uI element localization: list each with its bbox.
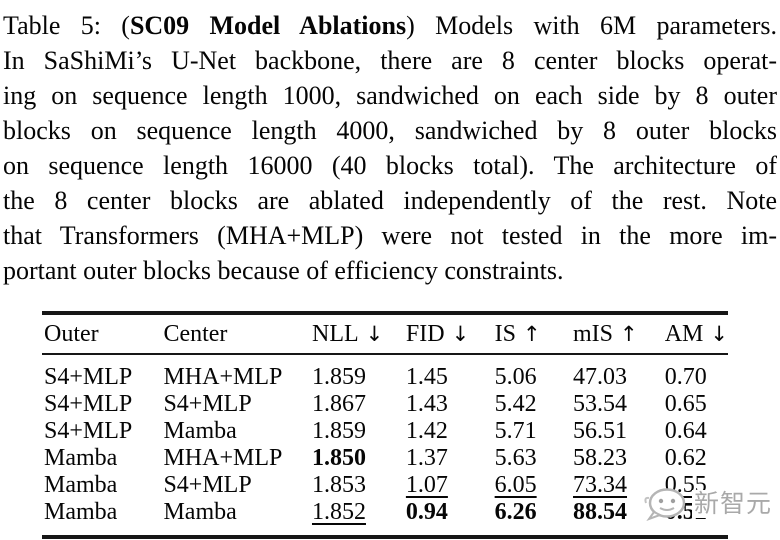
table-cell: 0.70 <box>664 364 707 390</box>
arrow-down-icon: ↓ <box>451 321 470 346</box>
table-cell: 56.51 <box>573 418 628 444</box>
caption-text: ) Models with 6M parameters. <box>406 11 777 40</box>
table-frame: Outer Center NLL ↓ FID ↓ IS ↑ mIS ↑ AM ↓ S4+M… <box>42 311 728 539</box>
col-header-fid: FID ↓ <box>403 315 493 355</box>
table-cell: S4+MLP <box>163 472 252 498</box>
caption-line: that Transformers (MHA+MLP) were not tes… <box>3 218 777 253</box>
table-row: Mamba Mamba 1.852 0.94 6.26 88.54 0.52 <box>42 499 728 535</box>
table-cell: 1.859 <box>311 418 366 444</box>
table-cell: 0.62 <box>664 445 707 471</box>
table-cell: 1.45 <box>405 364 448 390</box>
caption-line: blocks on sequence length 4000, sandwich… <box>3 113 777 148</box>
table-cell: 0.94 <box>405 499 448 525</box>
arrow-down-icon: ↓ <box>365 321 384 346</box>
col-header-is: IS ↑ <box>492 315 572 355</box>
caption-line: Table 5: (SC09 Model Ablations) Models w… <box>3 8 777 43</box>
table-row: S4+MLP Mamba 1.859 1.42 5.71 56.51 0.64 <box>42 418 728 445</box>
table-cell: 47.03 <box>573 364 628 390</box>
table-cell: 1.853 <box>311 472 366 498</box>
table-cell: Mamba <box>44 499 118 525</box>
table-cell: MHA+MLP <box>163 364 283 390</box>
arrow-up-icon: ↑ <box>522 321 541 346</box>
arrow-down-icon: ↓ <box>710 321 728 346</box>
caption-text: ing on sequence length 1000, sandwiched … <box>3 81 777 110</box>
col-header-mis: mIS ↑ <box>571 315 663 355</box>
table-cell: MHA+MLP <box>163 445 283 471</box>
caption-text: Table 5: ( <box>3 11 130 40</box>
caption-line: the 8 center blocks are ablated independ… <box>3 183 777 218</box>
table-cell: 1.42 <box>405 418 448 444</box>
ablations-table: Outer Center NLL ↓ FID ↓ IS ↑ mIS ↑ AM ↓ S4+M… <box>42 315 728 535</box>
col-header-label: AM <box>664 320 704 347</box>
table-row: S4+MLP MHA+MLP 1.859 1.45 5.06 47.03 0.70 <box>42 354 728 391</box>
caption-text: on sequence length 16000 (40 blocks tota… <box>3 151 777 180</box>
arrow-up-icon: ↑ <box>620 321 638 346</box>
table-cell: 0.52 <box>664 499 707 525</box>
col-header-label: Outer <box>44 320 99 347</box>
table-cell: S4+MLP <box>44 418 133 444</box>
caption-bold-text: SC09 Model Ablations <box>129 11 407 40</box>
table-cell: 73.34 <box>573 472 628 498</box>
col-header-am: AM ↓ <box>662 315 728 355</box>
table-header: Outer Center NLL ↓ FID ↓ IS ↑ mIS ↑ AM ↓ <box>42 315 728 355</box>
caption-text: In SaShiMi’s U-Net backbone, there are 8… <box>3 46 777 75</box>
table-cell: Mamba <box>163 499 237 525</box>
table-row: S4+MLP S4+MLP 1.867 1.43 5.42 53.54 0.65 <box>42 391 728 418</box>
caption-line: In SaShiMi’s U-Net backbone, there are 8… <box>3 43 777 78</box>
col-header-outer: Outer <box>42 315 162 355</box>
col-header-label: mIS <box>573 320 614 347</box>
col-header-center: Center <box>161 315 310 355</box>
col-header-label: IS <box>494 320 516 347</box>
table-cell: 58.23 <box>573 445 628 471</box>
table-row: Mamba MHA+MLP 1.850 1.37 5.63 58.23 0.62 <box>42 445 728 472</box>
table-caption: Table 5: (SC09 Model Ablations) Models w… <box>3 8 777 288</box>
table-cell: S4+MLP <box>44 391 133 417</box>
table-cell: 5.06 <box>494 364 537 390</box>
header-row: Outer Center NLL ↓ FID ↓ IS ↑ mIS ↑ AM ↓ <box>42 315 728 355</box>
caption-text: portant outer blocks because of efficien… <box>3 256 564 285</box>
table-cell: 1.07 <box>405 472 448 498</box>
col-header-label: Center <box>163 320 228 347</box>
table-cell: 0.65 <box>664 391 707 417</box>
caption-line: ing on sequence length 1000, sandwiched … <box>3 78 777 113</box>
col-header-nll: NLL ↓ <box>309 315 404 355</box>
table-cell: 6.26 <box>494 499 537 525</box>
table-cell: 5.42 <box>494 391 537 417</box>
table-cell: 0.64 <box>664 418 707 444</box>
table-body: S4+MLP MHA+MLP 1.859 1.45 5.06 47.03 0.70 S4+ML… <box>42 354 728 535</box>
table-cell: 1.859 <box>311 364 366 390</box>
table-cell: 5.71 <box>494 418 537 444</box>
table-cell: Mamba <box>44 445 118 471</box>
table-cell: S4+MLP <box>44 364 133 390</box>
table-cell: 53.54 <box>573 391 628 417</box>
table-cell: S4+MLP <box>163 391 252 417</box>
table-cell: 1.852 <box>311 499 366 525</box>
table-cell: 1.850 <box>311 445 366 471</box>
table-cell: 88.54 <box>573 499 628 525</box>
table-cell: 0.55 <box>664 472 707 498</box>
caption-text: blocks on sequence length 4000, sandwich… <box>3 116 777 145</box>
table-cell: 1.867 <box>311 391 366 417</box>
table-cell: 6.05 <box>494 472 537 498</box>
caption-text: the 8 center blocks are ablated independ… <box>3 186 777 215</box>
caption-line: on sequence length 16000 (40 blocks tota… <box>3 148 777 183</box>
table-cell: Mamba <box>44 472 118 498</box>
table-cell: 1.37 <box>405 445 448 471</box>
caption-line: portant outer blocks because of efficien… <box>3 253 777 288</box>
col-header-label: NLL <box>311 320 359 347</box>
table-cell: 5.63 <box>494 445 537 471</box>
table-row: Mamba S4+MLP 1.853 1.07 6.05 73.34 0.55 <box>42 472 728 499</box>
table-cell: Mamba <box>163 418 237 444</box>
table-cell: 1.43 <box>405 391 448 417</box>
caption-text: that Transformers (MHA+MLP) were not tes… <box>3 221 777 250</box>
col-header-label: FID <box>405 320 445 347</box>
